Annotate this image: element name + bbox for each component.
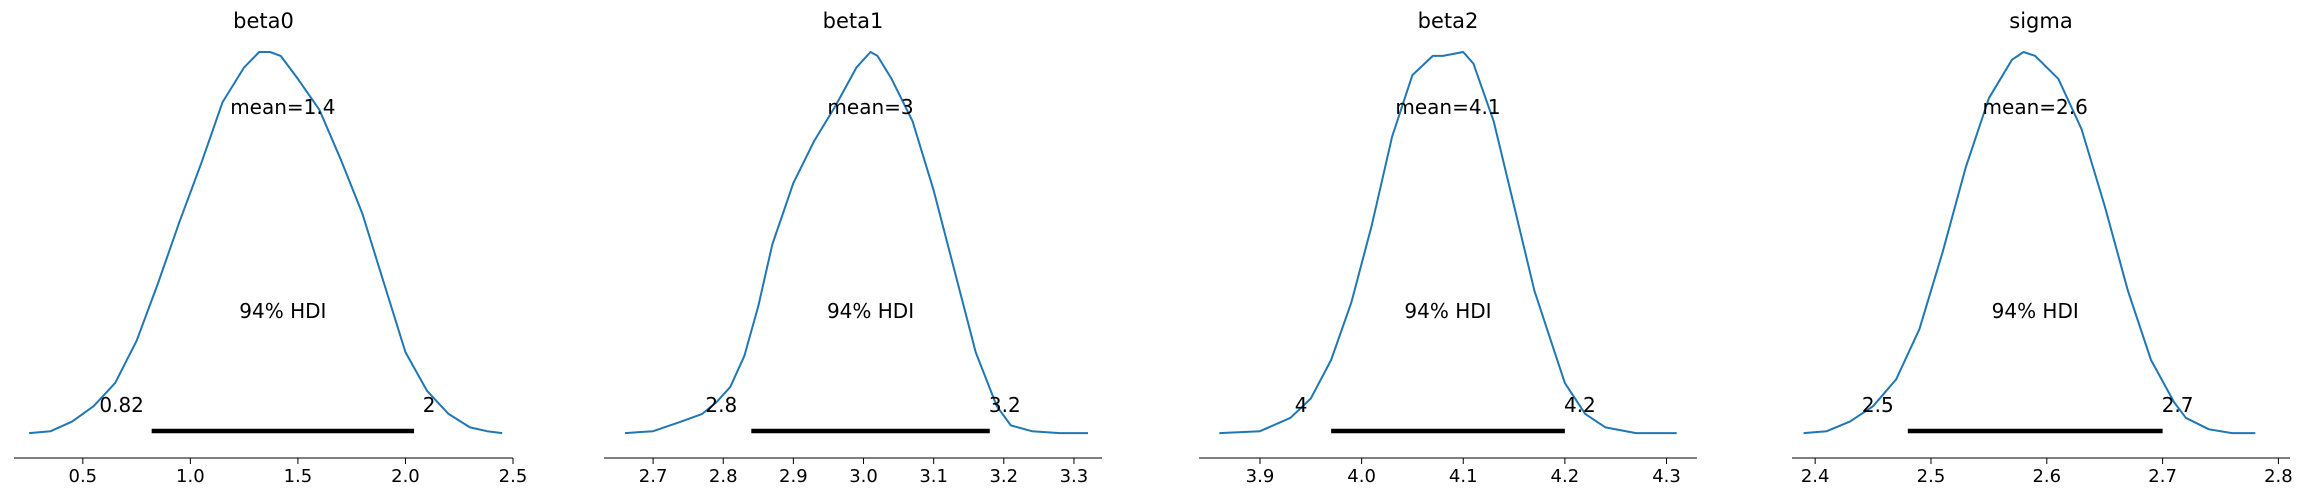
panel-title: beta1: [823, 9, 884, 33]
panel-title: sigma: [2009, 9, 2072, 33]
x-tick-label: 2.6: [2032, 466, 2061, 487]
hdi-high-label: 2: [423, 393, 436, 417]
hdi-label: 94% HDI: [827, 299, 914, 323]
x-tick-label: 3.9: [1246, 466, 1275, 487]
hdi-label: 94% HDI: [1404, 299, 1491, 323]
x-tick-label: 2.7: [639, 466, 668, 487]
posterior-panel-beta2: beta2 mean=4.1 94% HDI 4 4.2 3.9 4.0 4.1 4.2 4.3: [1199, 9, 1697, 487]
hdi-low-label: 0.82: [99, 393, 144, 417]
posterior-panel-sigma: sigma mean=2.6 94% HDI 2.5 2.7 2.4 2.5 2.6 2.7 2.…: [1792, 9, 2293, 487]
density-curve: [624, 51, 1088, 435]
x-tick-label: 2.5: [1917, 466, 1946, 487]
x-tick-label: 2.8: [709, 466, 738, 487]
x-tick-label: 2.4: [1801, 466, 1830, 487]
x-tick-label: 0.5: [69, 466, 98, 487]
hdi-high-label: 3.2: [989, 393, 1021, 417]
posterior-panel-beta0: beta0 mean=1.4 94% HDI 0.82 2 0.5 1.0 1.5 2.0 2.5: [14, 9, 527, 487]
x-tick-label: 4.2: [1551, 466, 1580, 487]
x-tick-label: 2.7: [2148, 466, 2177, 487]
hdi-low-label: 2.8: [705, 393, 737, 417]
x-tick-label: 3.1: [919, 466, 948, 487]
mean-label: mean=2.6: [1983, 95, 2088, 119]
x-tick-label: 2.0: [391, 466, 420, 487]
density-curve: [29, 51, 503, 435]
x-tick-label: 4.3: [1652, 466, 1681, 487]
hdi-low-label: 4: [1295, 393, 1308, 417]
panel-title: beta0: [233, 9, 294, 33]
x-tick-label: 4.1: [1449, 466, 1478, 487]
density-curve: [1803, 51, 2256, 435]
density-curve: [1219, 51, 1677, 435]
mean-label: mean=3: [827, 95, 913, 119]
hdi-low-label: 2.5: [1862, 393, 1894, 417]
x-tick-label: 3.0: [849, 466, 878, 487]
x-tick-label: 2.5: [499, 466, 528, 487]
x-tick-label: 2.9: [779, 466, 808, 487]
mean-label: mean=1.4: [230, 95, 335, 119]
x-tick-label: 1.0: [176, 466, 205, 487]
x-tick-label: 3.2: [989, 466, 1018, 487]
hdi-label: 94% HDI: [1992, 299, 2079, 323]
hdi-high-label: 2.7: [2162, 393, 2194, 417]
x-tick-label: 2.8: [2264, 466, 2293, 487]
x-tick-label: 3.3: [1060, 466, 1089, 487]
hdi-high-label: 4.2: [1564, 393, 1596, 417]
hdi-label: 94% HDI: [239, 299, 326, 323]
mean-label: mean=4.1: [1395, 95, 1500, 119]
x-tick-label: 1.5: [284, 466, 313, 487]
panel-title: beta2: [1418, 9, 1479, 33]
x-tick-label: 4.0: [1347, 466, 1376, 487]
posterior-panel-beta1: beta1 mean=3 94% HDI 2.8 3.2 2.7 2.8 2.9 3.0 3.1 3…: [604, 9, 1102, 487]
